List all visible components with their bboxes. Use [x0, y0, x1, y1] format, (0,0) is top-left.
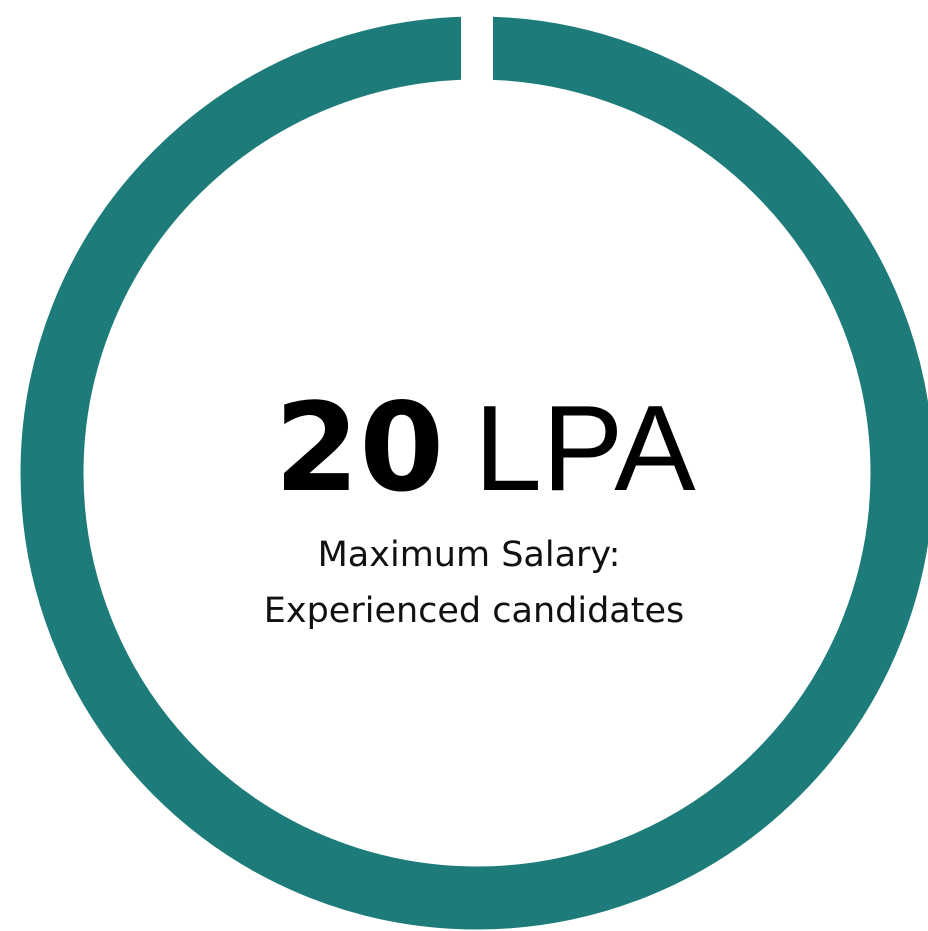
caption-line: Maximum Salary:: [318, 535, 621, 575]
ring-gap: [461, 0, 493, 100]
headline-unit: LPA: [474, 380, 696, 516]
headline: 20 LPA: [274, 377, 696, 519]
caption-line: Experienced candidates: [264, 591, 685, 631]
headline-number: 20: [274, 377, 444, 519]
